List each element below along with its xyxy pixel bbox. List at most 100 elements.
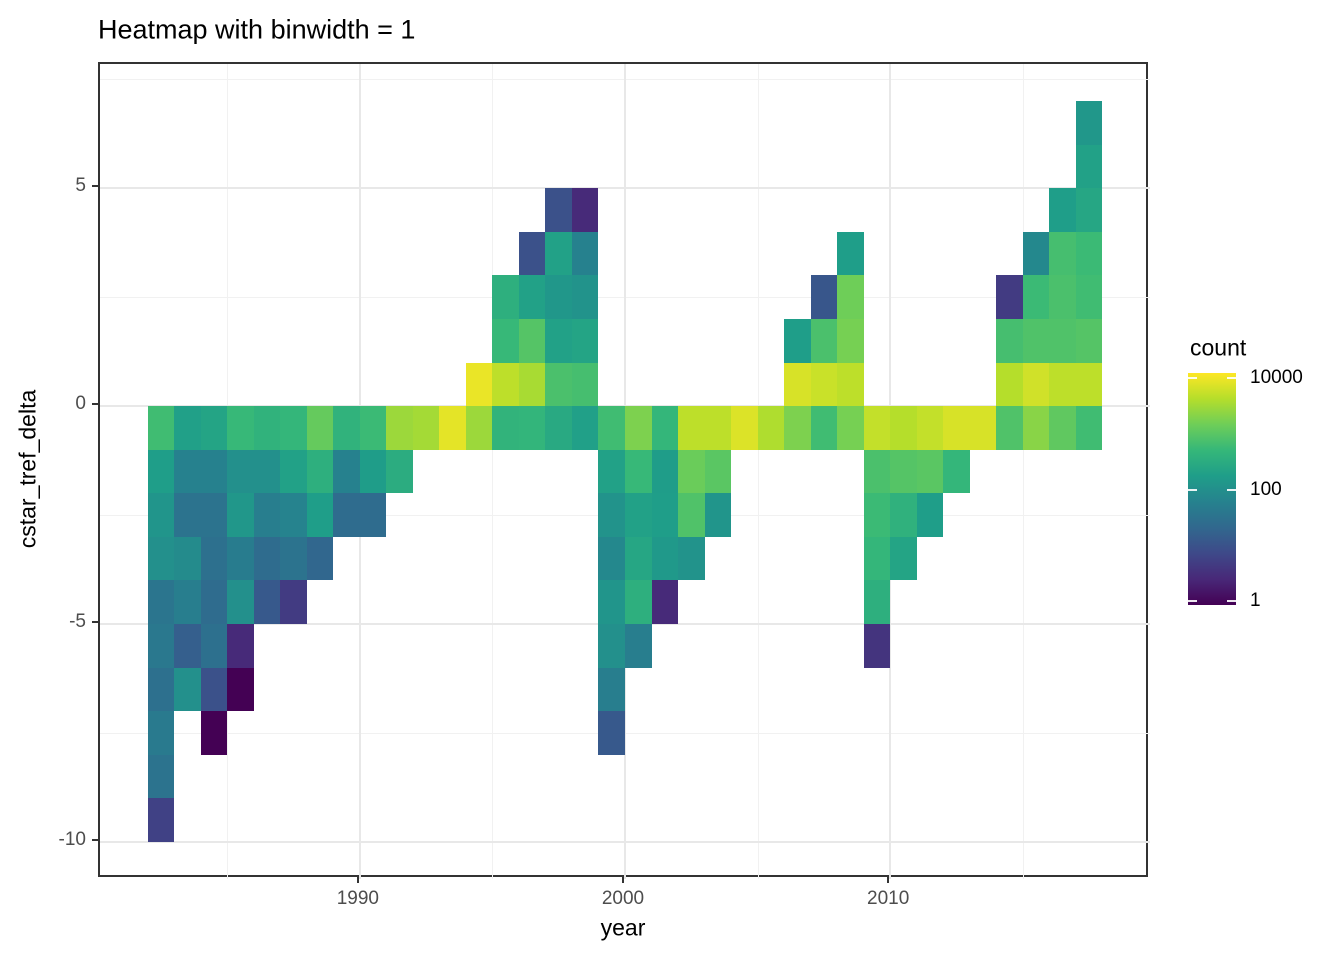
heatmap-cell [254, 493, 280, 537]
heatmap-cell [519, 406, 545, 450]
legend-tick-mark [1227, 489, 1236, 491]
gridline-x-minor [492, 64, 493, 879]
heatmap-cell [996, 319, 1023, 363]
heatmap-cell [678, 493, 705, 537]
heatmap-cell [466, 363, 492, 406]
heatmap-cell [705, 406, 731, 450]
heatmap-cell [254, 406, 280, 450]
heatmap-cell [890, 493, 917, 537]
heatmap-cell [492, 275, 519, 319]
heatmap-cell [572, 232, 598, 275]
legend-tick-mark [1188, 600, 1197, 602]
gridline-x-minor [758, 64, 759, 879]
heatmap-cell [572, 406, 598, 450]
heatmap-cell [201, 580, 227, 624]
heatmap-cell [307, 537, 333, 580]
heatmap-cell [333, 493, 360, 537]
heatmap-cell [598, 537, 625, 580]
legend-tick-label: 1 [1250, 590, 1261, 611]
heatmap-cell [1023, 275, 1049, 319]
y-tick-label: -5 [69, 611, 86, 633]
heatmap-cell [996, 406, 1023, 450]
heatmap-cell [1049, 319, 1076, 363]
heatmap-cell [678, 406, 705, 450]
heatmap-cell [519, 232, 545, 275]
heatmap-cell [1023, 363, 1049, 406]
y-tick-mark [92, 185, 98, 188]
heatmap-cell [201, 493, 227, 537]
heatmap-cell [492, 319, 519, 363]
y-tick-label: -10 [58, 828, 86, 850]
heatmap-cell [890, 450, 917, 493]
heatmap-cell [545, 188, 572, 232]
legend-tick-mark [1188, 489, 1197, 491]
heatmap-cell [598, 493, 625, 537]
heatmap-cell [625, 493, 652, 537]
heatmap-cell [148, 406, 174, 450]
x-tick-mark [622, 877, 624, 883]
x-tick-mark [887, 877, 890, 883]
heatmap-cell [837, 319, 864, 363]
heatmap-cell [201, 624, 227, 668]
heatmap-cell [174, 580, 201, 624]
y-tick-mark [92, 621, 98, 624]
y-tick-mark [92, 838, 98, 841]
heatmap-cell [148, 711, 174, 755]
heatmap-cell [360, 493, 386, 537]
heatmap-cell [227, 668, 254, 711]
heatmap-cell [598, 624, 625, 668]
heatmap-cell [1023, 319, 1049, 363]
legend-tick-mark [1227, 600, 1236, 602]
heatmap-cell [917, 493, 943, 537]
heatmap-cell [864, 624, 890, 668]
y-tick-mark [92, 403, 98, 406]
heatmap-cell [545, 363, 572, 406]
y-axis-title: cstar_tref_delta [14, 389, 41, 549]
heatmap-cell [1023, 406, 1049, 450]
legend-title: count [1190, 334, 1247, 361]
heatmap-cell [174, 450, 201, 493]
x-tick-label: 2010 [867, 888, 910, 909]
heatmap-cell [148, 537, 174, 580]
heatmap-cell [386, 406, 413, 450]
heatmap-cell [1049, 232, 1076, 275]
y-tick-label: 5 [75, 175, 86, 197]
heatmap-cell [280, 450, 307, 493]
heatmap-cell [201, 537, 227, 580]
heatmap-cell [705, 493, 731, 537]
heatmap-cell [652, 537, 678, 580]
heatmap-cell [492, 363, 519, 406]
heatmap-cell [174, 406, 201, 450]
legend-tick-label: 100 [1250, 479, 1282, 500]
heatmap-cell [174, 537, 201, 580]
heatmap-cell [519, 363, 545, 406]
heatmap-cell [360, 406, 386, 450]
heatmap-cell [572, 363, 598, 406]
heatmap-cell [996, 275, 1023, 319]
heatmap-cell [598, 450, 625, 493]
legend-tick-mark [1227, 377, 1236, 379]
heatmap-cell [201, 450, 227, 493]
heatmap-cell [254, 450, 280, 493]
x-tick-mark [356, 877, 359, 883]
legend-tick-label: 10000 [1250, 367, 1303, 388]
heatmap-cell [837, 406, 864, 450]
heatmap-cell [1049, 406, 1076, 450]
heatmap-cell [148, 493, 174, 537]
heatmap-cell [598, 580, 625, 624]
heatmap-cell [201, 711, 227, 755]
heatmap-cell [1049, 188, 1076, 232]
heatmap-cell [678, 537, 705, 580]
heatmap-cell [148, 798, 174, 842]
heatmap-cell [598, 406, 625, 450]
heatmap-cell [148, 668, 174, 711]
heatmap-cell [811, 406, 837, 450]
heatmap-cell [917, 450, 943, 493]
heatmap-cell [864, 537, 890, 580]
heatmap-cell [545, 319, 572, 363]
heatmap-cell [864, 580, 890, 624]
heatmap-cell [864, 406, 890, 450]
heatmap-cell [1076, 319, 1102, 363]
heatmap-cell [731, 406, 758, 450]
